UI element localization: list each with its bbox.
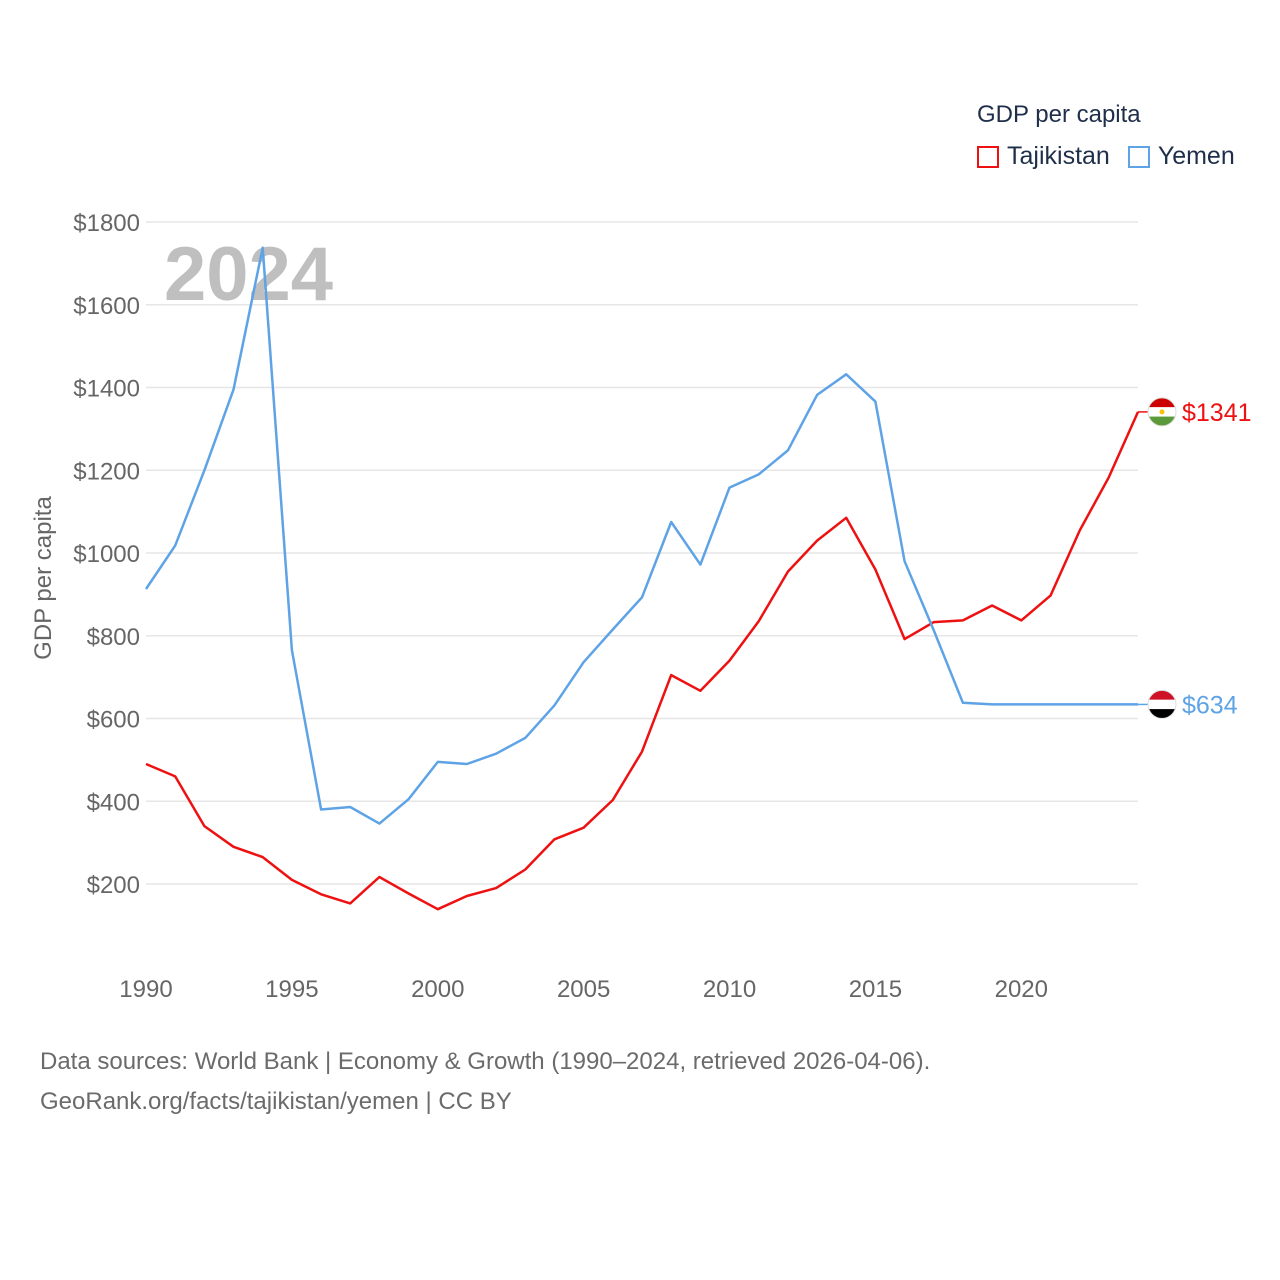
y-tick-label: $1400 [73, 376, 140, 403]
y-tick-label: $1800 [73, 210, 140, 237]
y-tick-label: $1000 [73, 541, 140, 568]
end-value-label-yemen: $634 [1182, 691, 1238, 719]
end-value-label-tajikistan: $1341 [1182, 399, 1252, 427]
series-end-labels: $1341 $634 [1138, 397, 1252, 719]
legend-swatch-tajikistan [977, 145, 999, 168]
x-tick-label: 2005 [557, 976, 610, 1003]
license-text: GeoRank.org/facts/tajikistan/yemen | CC … [40, 1088, 512, 1115]
x-tick-label: 2010 [703, 976, 756, 1003]
flag-band [1148, 397, 1176, 408]
x-tick-label: 1995 [265, 976, 318, 1003]
series-lines [144, 246, 1140, 911]
flag-band [1148, 699, 1176, 710]
flag-band [1148, 709, 1176, 719]
grid-lines [146, 221, 1138, 885]
series-line-tajikistan [145, 411, 1140, 911]
flag-border [1147, 689, 1177, 719]
y-tick-label: $800 [87, 624, 140, 651]
y-tick-label: $1600 [73, 293, 140, 320]
legend-label-yemen: Yemen [1157, 142, 1235, 170]
source-text: Data sources: World Bank | Economy & Gro… [40, 1048, 931, 1075]
tajikistan-flag-icon [1148, 397, 1176, 426]
y-axis: $200 $400 $600 $800 $1000 $1200 $1400 $1600 $180… [73, 210, 140, 899]
footer: Data sources: World Bank | Economy & Gro… [40, 1042, 930, 1122]
legend-label-tajikistan: Tajikistan [1007, 142, 1110, 170]
y-tick-label: $600 [87, 707, 140, 734]
year-watermark: 2024 [164, 232, 333, 317]
series-line-yemen [144, 246, 1138, 825]
y-axis-label: GDP per capita [30, 496, 57, 660]
x-tick-label: 1990 [119, 976, 172, 1003]
flag-border [1147, 397, 1177, 427]
flag-band [1148, 690, 1176, 700]
y-tick-label: $1200 [73, 458, 140, 485]
legend-swatch-yemen [1127, 145, 1150, 168]
flag-crown [1159, 409, 1165, 415]
x-tick-label: 2015 [849, 976, 902, 1003]
legend-title: GDP per capita [977, 101, 1141, 128]
y-tick-label: $200 [87, 872, 140, 899]
legend-item-tajikistan[interactable]: Tajikistan [977, 142, 1110, 171]
legend-item-yemen[interactable]: Yemen [1127, 142, 1235, 171]
x-tick-label: 2020 [995, 976, 1048, 1003]
legend: GDP per capita Tajikistan Yemen [977, 100, 1253, 171]
y-tick-label: $400 [87, 789, 140, 816]
flag-band [1148, 416, 1176, 426]
yemen-flag-icon [1148, 690, 1176, 719]
x-axis: 1990 1995 2000 2005 2010 2015 2020 [119, 976, 1048, 1003]
x-tick-label: 2000 [411, 976, 464, 1003]
